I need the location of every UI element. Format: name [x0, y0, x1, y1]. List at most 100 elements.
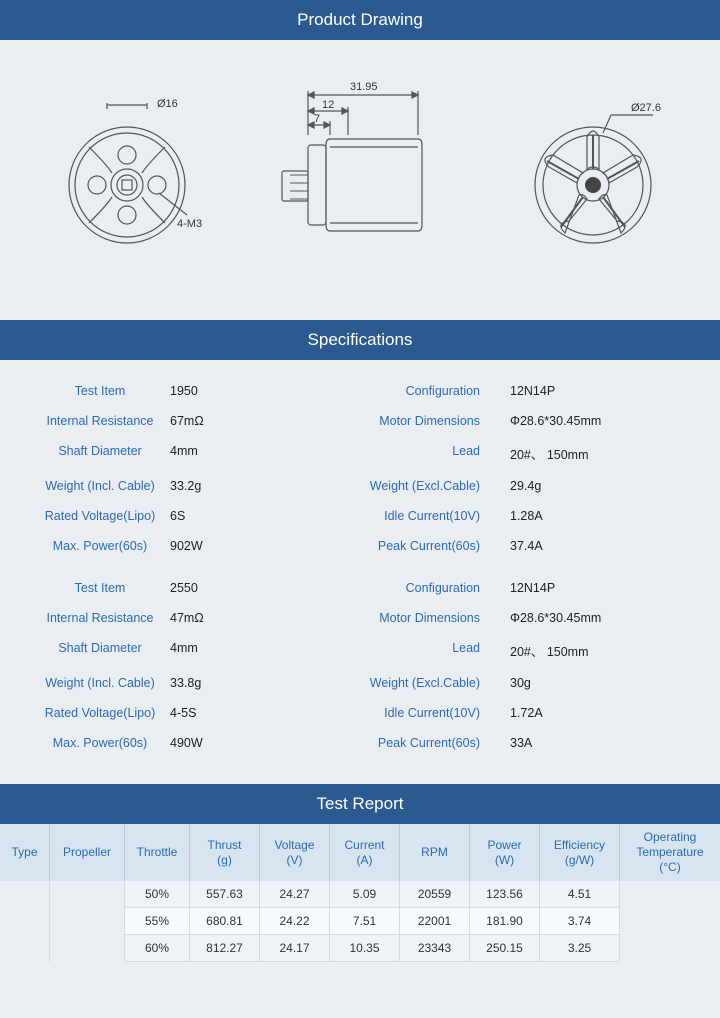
test-cell	[0, 908, 50, 935]
test-cell: 50%	[125, 881, 190, 908]
test-cell	[620, 935, 720, 962]
test-cell	[0, 935, 50, 962]
drawing-area: Ø16 4-M3	[0, 40, 720, 320]
spec-label: Internal Resistance	[30, 414, 170, 428]
test-cell	[50, 908, 125, 935]
spec-label: Weight (Excl.Cable)	[310, 479, 510, 493]
test-col-header: Efficiency(g/W)	[540, 824, 620, 881]
spec-label: Lead	[310, 444, 510, 463]
test-cell: 7.51	[330, 908, 400, 935]
test-cell	[50, 935, 125, 962]
spec-value: 29.4g	[510, 479, 690, 493]
spec-label: Idle Current(10V)	[310, 706, 510, 720]
spec-value: 1.28A	[510, 509, 690, 523]
spec-value: 20#、 150mm	[510, 444, 690, 463]
test-col-header: Power(W)	[470, 824, 540, 881]
section-header-test: Test Report	[0, 784, 720, 824]
spec-label: Rated Voltage(Lipo)	[30, 509, 170, 523]
test-col-header: Type	[0, 824, 50, 881]
spec-label: Lead	[310, 641, 510, 660]
spec-label: Idle Current(10V)	[310, 509, 510, 523]
test-cell: 24.17	[260, 935, 330, 962]
spec-value: 2550	[170, 581, 310, 595]
test-cell: 250.15	[470, 935, 540, 962]
spec-value: 4mm	[170, 444, 310, 463]
test-cell: 24.22	[260, 908, 330, 935]
spec-value: Φ28.6*30.45mm	[510, 611, 690, 625]
spec-value: 12N14P	[510, 581, 690, 595]
test-report-rows: 50%557.6324.275.0920559123.564.5155%680.…	[0, 881, 720, 962]
specs-block: Test Item2550Configuration12N14PInternal…	[0, 567, 720, 764]
spec-label: Shaft Diameter	[30, 444, 170, 463]
spec-label: Peak Current(60s)	[310, 736, 510, 750]
test-row: 60%812.2724.1710.3523343250.153.25	[0, 935, 720, 962]
spec-value: 33.2g	[170, 479, 310, 493]
spec-value: 1950	[170, 384, 310, 398]
test-cell: 3.25	[540, 935, 620, 962]
test-col-header: Propeller	[50, 824, 125, 881]
test-cell	[620, 881, 720, 908]
spec-value: 20#、 150mm	[510, 641, 690, 660]
spec-label: Weight (Incl. Cable)	[30, 676, 170, 690]
dim-4m3: 4-M3	[177, 218, 202, 230]
test-cell	[620, 908, 720, 935]
spec-value: 12N14P	[510, 384, 690, 398]
test-col-header: Current(A)	[330, 824, 400, 881]
spec-label: Rated Voltage(Lipo)	[30, 706, 170, 720]
test-cell: 10.35	[330, 935, 400, 962]
spec-label: Configuration	[310, 384, 510, 398]
test-cell: 181.90	[470, 908, 540, 935]
spec-label: Internal Resistance	[30, 611, 170, 625]
test-cell	[50, 881, 125, 908]
dim-3195: 31.95	[350, 81, 378, 93]
test-report-header: TypePropellerThrottleThrust(g)Voltage(V)…	[0, 824, 720, 881]
test-col-header: Voltage(V)	[260, 824, 330, 881]
dim-7: 7	[314, 113, 320, 125]
spec-value: Φ28.6*30.45mm	[510, 414, 690, 428]
spec-value: 490W	[170, 736, 310, 750]
test-cell: 3.74	[540, 908, 620, 935]
test-col-header: Thrust(g)	[190, 824, 260, 881]
drawing-rear: Ø27.6	[503, 85, 683, 265]
spec-label: Weight (Excl.Cable)	[310, 676, 510, 690]
spec-label: Peak Current(60s)	[310, 539, 510, 553]
spec-label: Max. Power(60s)	[30, 736, 170, 750]
section-header-specs: Specifications	[0, 320, 720, 360]
test-col-header: Throttle	[125, 824, 190, 881]
spec-label: Max. Power(60s)	[30, 539, 170, 553]
spec-value: 6S	[170, 509, 310, 523]
specs-block: Test Item1950Configuration12N14P Internal…	[0, 370, 720, 567]
test-row: 55%680.8124.227.5122001181.903.74	[0, 908, 720, 935]
test-cell: 680.81	[190, 908, 260, 935]
test-cell: 812.27	[190, 935, 260, 962]
spec-value: 4-5S	[170, 706, 310, 720]
spec-label: Motor Dimensions	[310, 414, 510, 428]
spec-value: 47mΩ	[170, 611, 310, 625]
spec-value: 33A	[510, 736, 690, 750]
spec-label: Test Item	[30, 384, 170, 398]
specs-container: Test Item1950Configuration12N14PInternal…	[0, 360, 720, 784]
test-col-header: RPM	[400, 824, 470, 881]
test-cell: 60%	[125, 935, 190, 962]
spec-value: 4mm	[170, 641, 310, 660]
spec-label: Configuration	[310, 581, 510, 595]
test-cell: 123.56	[470, 881, 540, 908]
spec-value: 902W	[170, 539, 310, 553]
test-cell: 20559	[400, 881, 470, 908]
spec-label: Weight (Incl. Cable)	[30, 479, 170, 493]
test-cell: 23343	[400, 935, 470, 962]
spec-label: Motor Dimensions	[310, 611, 510, 625]
test-cell: 55%	[125, 908, 190, 935]
test-cell: 5.09	[330, 881, 400, 908]
dim-276: Ø27.6	[631, 102, 661, 114]
test-cell: 24.27	[260, 881, 330, 908]
spec-value: 1.72A	[510, 706, 690, 720]
test-col-header: OperatingTemperature(°C)	[620, 824, 720, 881]
section-header-drawing: Product Drawing	[0, 0, 720, 40]
drawing-side: 31.95 12 7	[270, 75, 450, 275]
spec-value: 30g	[510, 676, 690, 690]
drawing-front: Ø16 4-M3	[37, 85, 217, 265]
test-row: 50%557.6324.275.0920559123.564.51	[0, 881, 720, 908]
spec-value: 37.4A	[510, 539, 690, 553]
test-cell: 22001	[400, 908, 470, 935]
